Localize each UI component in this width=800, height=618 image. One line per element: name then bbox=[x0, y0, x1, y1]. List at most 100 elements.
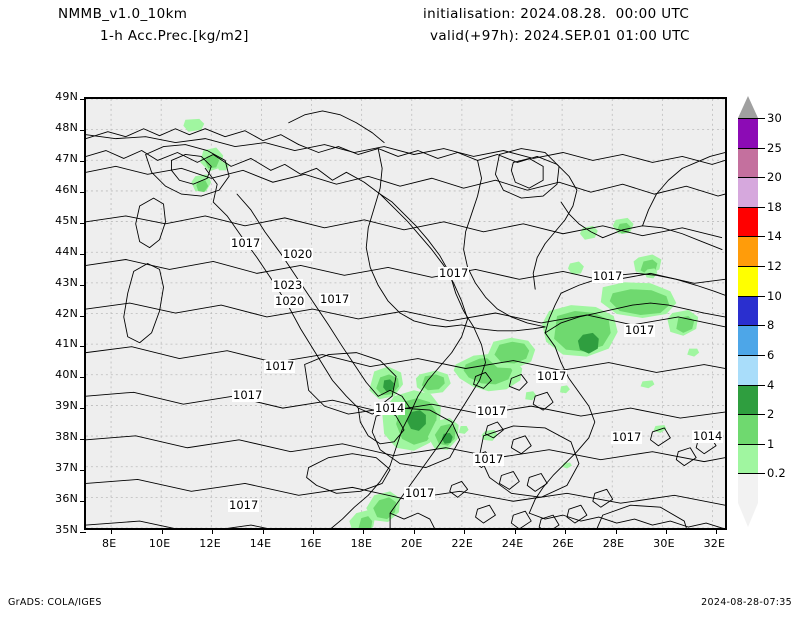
lat-tick-mark bbox=[80, 346, 86, 348]
colorbar-segment bbox=[738, 325, 758, 355]
contour-label: 1017 bbox=[232, 388, 264, 402]
map-plot-area: 1017 1020 1023 1020 1017 1017 1017 1017 1017 1017… bbox=[80, 97, 727, 534]
colorbar-tick-label: 2 bbox=[767, 407, 775, 422]
coastlines bbox=[86, 110, 725, 528]
lat-tick-mark bbox=[80, 470, 86, 472]
contour-label: 1014 bbox=[374, 401, 406, 415]
lon-tick-label: 24E bbox=[501, 537, 524, 550]
contour-label: 1020 bbox=[282, 247, 314, 261]
lon-tick-mark bbox=[161, 528, 163, 534]
colorbar-segment bbox=[738, 473, 758, 503]
contour-label: 1017 bbox=[611, 430, 643, 444]
colorbar-tick-label: 12 bbox=[767, 259, 783, 274]
lat-tick-label: 49N bbox=[55, 90, 78, 103]
lat-tick-label: 39N bbox=[55, 399, 78, 413]
contour-label: 1017 bbox=[404, 486, 436, 500]
contour-label: 1017 bbox=[319, 292, 351, 306]
colorbar-tick-label: 14 bbox=[767, 229, 783, 244]
contour-label: 1017 bbox=[228, 498, 260, 512]
colorbar-tick bbox=[758, 443, 765, 445]
lon-tick-mark bbox=[111, 528, 113, 534]
lon-tick-label: 20E bbox=[401, 537, 423, 550]
colorbar-tick-label: 8 bbox=[767, 318, 775, 333]
contour-label: 1017 bbox=[230, 236, 262, 250]
colorbar-tick bbox=[758, 147, 765, 149]
field-title: 1-h Acc.Prec.[kg/m2] bbox=[100, 28, 249, 44]
initialisation-time: initialisation: 2024.08.28. 00:00 UTC bbox=[423, 6, 690, 22]
lat-tick-label: 44N bbox=[55, 244, 78, 258]
map-canvas: 1017 1020 1023 1020 1017 1017 1017 1017 1017 1017… bbox=[86, 99, 725, 528]
lat-tick-label: 38N bbox=[55, 430, 78, 444]
colorbar-tick-label: 0.2 bbox=[767, 466, 786, 481]
precipitation-shading bbox=[183, 118, 700, 528]
lon-tick-label: 22E bbox=[451, 537, 474, 550]
contour-label: 1020 bbox=[274, 294, 306, 308]
contour-label: 1017 bbox=[536, 369, 568, 383]
colorbar-tick bbox=[758, 295, 765, 297]
lat-tick-mark bbox=[80, 408, 86, 410]
lon-tick-label: 8E bbox=[102, 537, 117, 550]
lat-tick-label: 47N bbox=[55, 151, 78, 165]
contour-label: 1014 bbox=[692, 429, 724, 443]
colorbar-tick-label: 10 bbox=[767, 288, 783, 303]
lat-tick-mark bbox=[80, 160, 86, 162]
colorbar-tick-label: 20 bbox=[767, 170, 783, 185]
colorbar-tick bbox=[758, 414, 765, 416]
colorbar-tick-label: 1 bbox=[767, 436, 775, 451]
lat-tick-label: 43N bbox=[55, 275, 78, 289]
lon-tick-label: 28E bbox=[602, 537, 625, 550]
colorbar-tick bbox=[758, 118, 765, 119]
contour-label: 1017 bbox=[624, 323, 656, 337]
lon-tick-mark bbox=[565, 528, 567, 534]
lon-tick-label: 30E bbox=[653, 537, 675, 550]
colorbar-segment bbox=[738, 384, 758, 415]
contour-label: 1017 bbox=[473, 452, 505, 466]
lon-tick-mark bbox=[312, 528, 314, 534]
lon-tick-mark bbox=[413, 528, 415, 534]
lat-tick-mark bbox=[80, 191, 86, 193]
contour-label: 1017 bbox=[264, 359, 296, 373]
colorbar-tick bbox=[758, 177, 765, 179]
colorbar-segment bbox=[738, 414, 758, 444]
lon-tick-mark bbox=[615, 528, 617, 534]
lon-tick-label: 26E bbox=[552, 537, 574, 550]
map-svg bbox=[86, 99, 725, 528]
colorbar-tick bbox=[758, 266, 765, 268]
lat-tick-mark bbox=[80, 501, 86, 503]
lat-tick-label: 46N bbox=[55, 182, 78, 196]
colorbar-tick-label: 25 bbox=[767, 140, 783, 155]
colorbar-tick-label: 30 bbox=[767, 111, 783, 125]
lat-tick-label: 36N bbox=[55, 492, 78, 506]
colorbar-segment bbox=[738, 177, 758, 207]
colorbar-tick bbox=[758, 236, 765, 238]
lat-tick-label: 42N bbox=[55, 306, 78, 320]
colorbar-tick bbox=[758, 325, 765, 327]
colorbar-tick bbox=[758, 206, 765, 208]
colorbar-segment bbox=[738, 354, 758, 385]
colorbar-tick-label: 6 bbox=[767, 347, 775, 362]
colorbar-tick bbox=[758, 354, 765, 356]
colorbar-tick bbox=[758, 384, 765, 386]
lon-tick-mark bbox=[514, 528, 516, 534]
valid-time: valid(+97h): 2024.SEP.01 01:00 UTC bbox=[430, 28, 690, 44]
colorbar-segment bbox=[738, 236, 758, 267]
lat-tick-mark bbox=[80, 377, 86, 379]
colorbar: 0.2 1 2 4 6 8 10 12 14 18 20 25 30 bbox=[738, 111, 786, 503]
lon-tick-label: 18E bbox=[350, 537, 373, 550]
lon-tick-mark bbox=[262, 528, 264, 534]
lat-tick-label: 40N bbox=[55, 368, 78, 382]
contour-label: 1017 bbox=[592, 269, 624, 283]
colorbar-segment bbox=[738, 118, 758, 148]
lon-tick-label: 32E bbox=[703, 537, 726, 550]
colorbar-segment bbox=[738, 206, 758, 237]
colorbar-segment bbox=[738, 147, 758, 178]
colorbar-over-arrow bbox=[738, 96, 758, 118]
lat-tick-mark bbox=[80, 284, 86, 286]
colorbar-tick-label: 18 bbox=[767, 199, 783, 214]
contour-label: 1023 bbox=[272, 278, 304, 292]
lon-tick-mark bbox=[363, 528, 365, 534]
lat-tick-label: 45N bbox=[55, 213, 78, 227]
lat-tick-label: 37N bbox=[55, 461, 78, 475]
lat-tick-label: 35N bbox=[55, 523, 78, 536]
lon-tick-label: 14E bbox=[249, 537, 272, 550]
